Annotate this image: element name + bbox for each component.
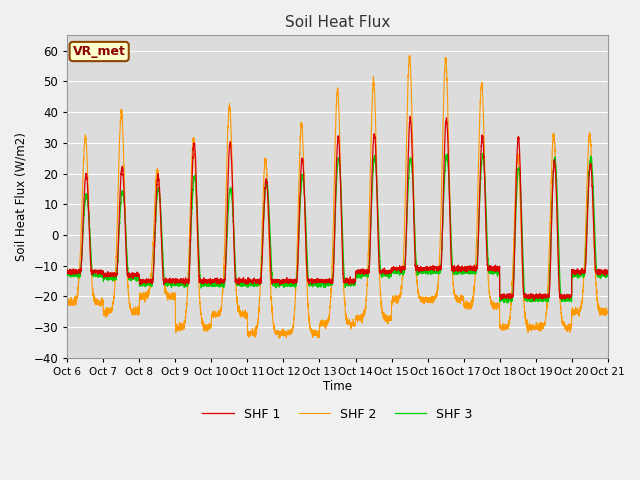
SHF 1 xyxy=(604,270,612,276)
SHF 1 xyxy=(406,113,414,119)
SHF 3 xyxy=(429,269,436,275)
SHF 3 xyxy=(317,281,325,287)
SHF 1 xyxy=(63,267,71,273)
SHF 1 xyxy=(530,298,538,303)
SHF 2 xyxy=(317,321,325,326)
Legend: SHF 1, SHF 2, SHF 3: SHF 1, SHF 2, SHF 3 xyxy=(197,403,477,426)
SHF 2 xyxy=(459,298,467,303)
SHF 2 xyxy=(161,278,168,284)
SHF 3 xyxy=(504,300,512,306)
SHF 1 xyxy=(429,267,436,273)
Text: VR_met: VR_met xyxy=(73,45,125,58)
Title: Soil Heat Flux: Soil Heat Flux xyxy=(285,15,390,30)
SHF 3 xyxy=(459,268,467,274)
SHF 3 xyxy=(490,268,497,274)
Line: SHF 2: SHF 2 xyxy=(67,56,608,338)
SHF 1 xyxy=(490,267,497,273)
SHF 3 xyxy=(161,279,168,285)
SHF 2 xyxy=(604,309,611,314)
SHF 3 xyxy=(604,271,612,276)
Y-axis label: Soil Heat Flux (W/m2): Soil Heat Flux (W/m2) xyxy=(15,132,28,261)
SHF 1 xyxy=(317,279,325,285)
X-axis label: Time: Time xyxy=(323,380,352,393)
SHF 2 xyxy=(490,304,497,310)
SHF 3 xyxy=(63,271,71,277)
Line: SHF 3: SHF 3 xyxy=(67,154,608,303)
SHF 1 xyxy=(161,277,168,283)
SHF 3 xyxy=(604,273,611,279)
SHF 2 xyxy=(604,310,612,315)
SHF 2 xyxy=(406,53,413,59)
SHF 2 xyxy=(63,302,71,308)
SHF 3 xyxy=(479,151,487,156)
SHF 2 xyxy=(275,335,283,341)
SHF 1 xyxy=(459,265,467,271)
SHF 1 xyxy=(604,267,611,273)
SHF 2 xyxy=(429,300,436,306)
Line: SHF 1: SHF 1 xyxy=(67,116,608,300)
